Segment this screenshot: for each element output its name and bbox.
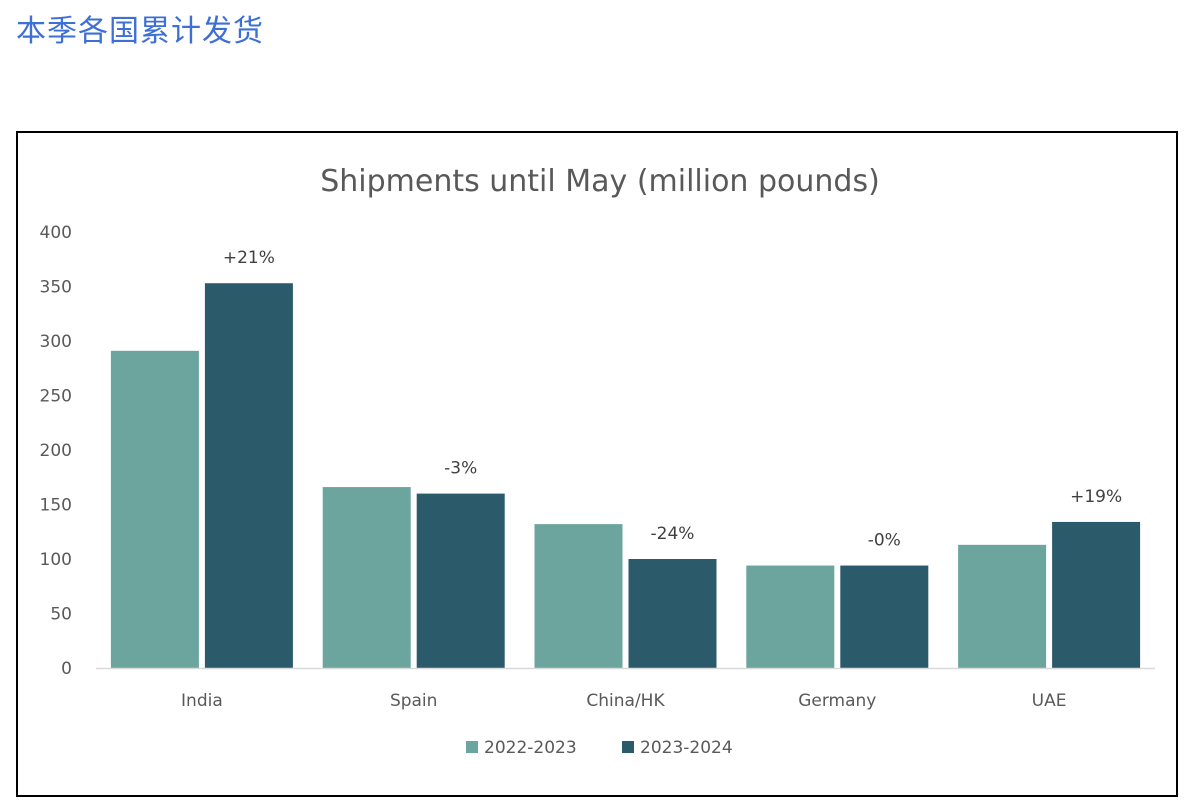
y-tick-label: 250 [40,387,72,407]
data-label: -24% [651,524,695,544]
x-tick-label: China/HK [586,691,665,711]
data-labels: +21% -3% -24% -0% +19% [223,248,1122,550]
page-heading: 本季各国累计发货 [16,14,264,49]
legend-label: 2023-2024 [640,738,733,758]
bar-2022-2023-spain [322,487,411,668]
y-tick-label: 150 [40,496,72,516]
chart-frame: Shipments until May (million pounds) 0 50… [16,131,1178,797]
bar-2023-2024-uae [1052,521,1141,668]
bar-2023-2024-germany [840,565,929,668]
y-tick-label: 50 [50,605,72,625]
data-label: -3% [444,459,477,479]
y-axis: 0 50 100 150 200 250 300 350 400 [40,223,72,679]
x-tick-label: India [181,691,223,711]
legend-swatch [466,741,478,753]
data-label: -0% [868,531,901,551]
x-axis: India Spain China/HK Germany UAE [96,667,1155,711]
legend-swatch [622,741,634,753]
bar-2022-2023-uae [958,544,1047,668]
x-tick-label: UAE [1032,691,1067,711]
y-tick-label: 300 [40,332,72,352]
data-label: +21% [223,248,275,268]
bar-2023-2024-india [204,283,293,668]
bar-2022-2023-germany [746,565,835,668]
bar-2023-2024-spain [416,493,505,668]
data-label: +19% [1070,487,1122,507]
x-tick-label: Germany [798,691,876,711]
y-tick-label: 0 [61,659,72,679]
y-tick-label: 200 [40,441,72,461]
bar-2022-2023-china-hk [534,524,623,668]
legend-label: 2022-2023 [484,738,577,758]
chart-title: Shipments until May (million pounds) [320,164,880,199]
bars [110,283,1141,668]
bar-2023-2024-china-hk [628,559,717,668]
legend: 2022-2023 2023-2024 [466,738,733,758]
bar-chart: Shipments until May (million pounds) 0 50… [40,164,1155,758]
y-tick-label: 400 [40,223,72,243]
bar-2022-2023-india [110,350,199,668]
x-tick-label: Spain [390,691,438,711]
y-tick-label: 100 [40,550,72,570]
y-tick-label: 350 [40,278,72,298]
